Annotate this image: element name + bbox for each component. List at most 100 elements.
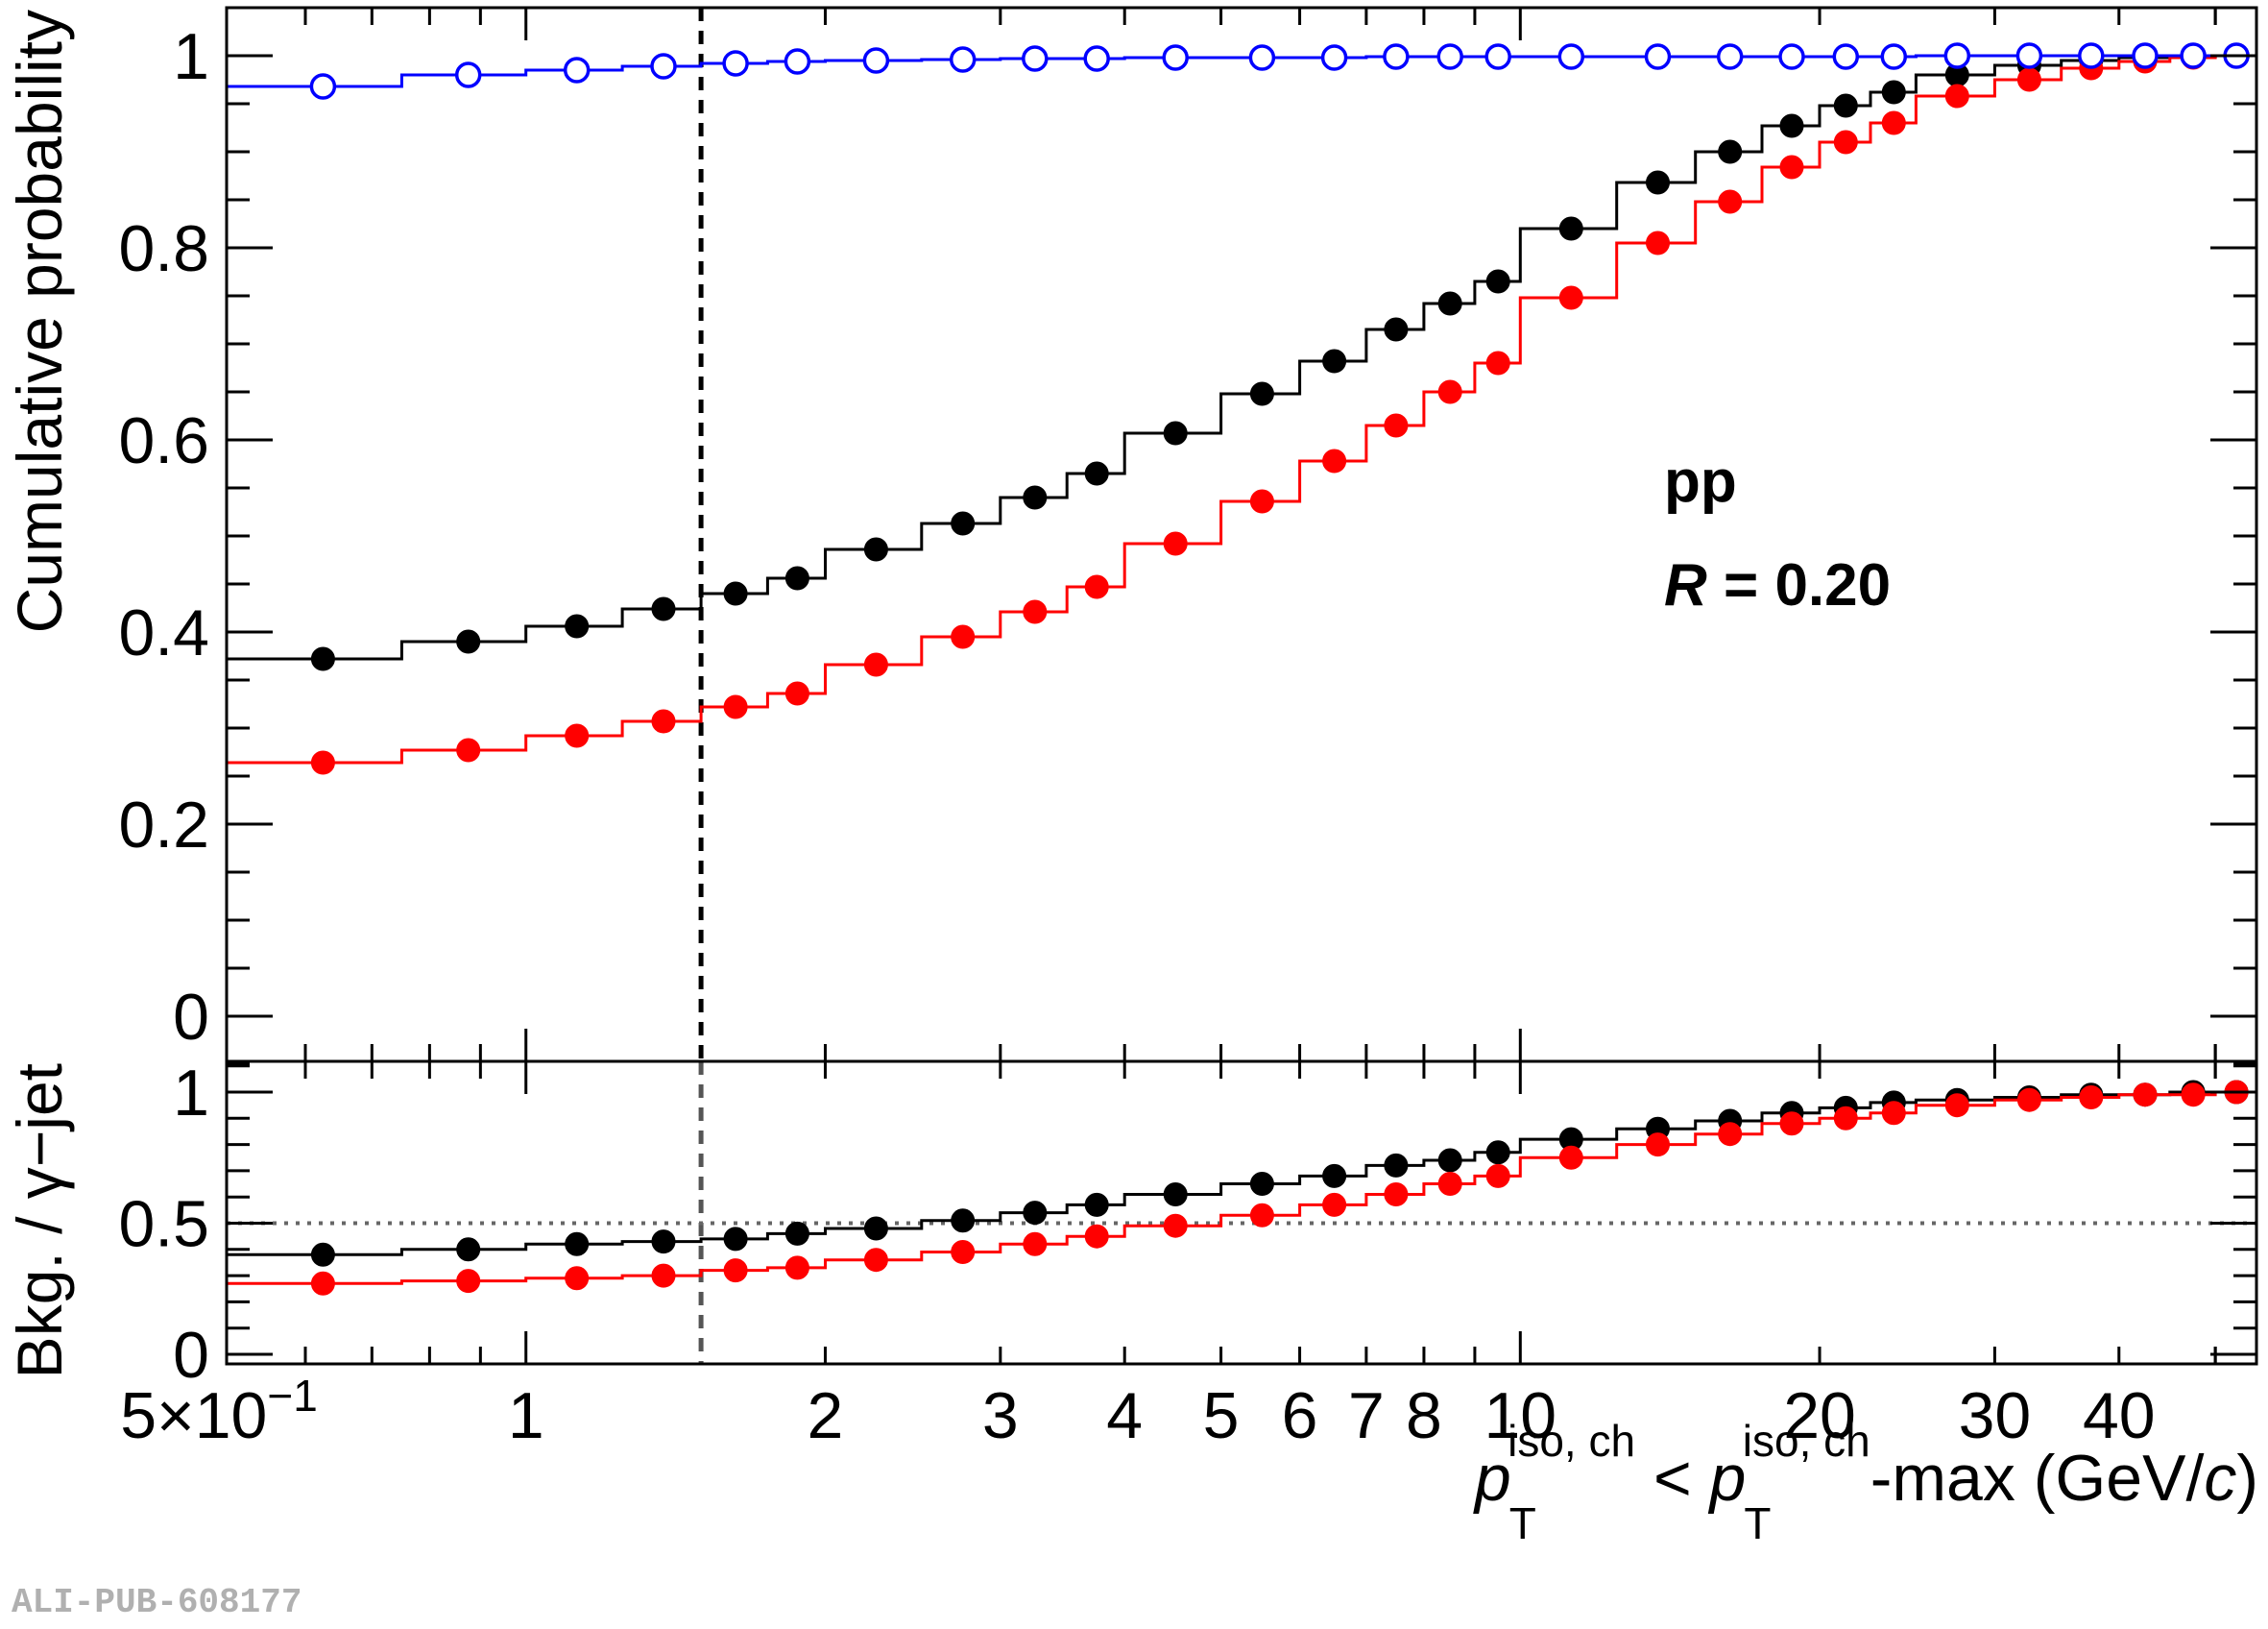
top-series-1-point xyxy=(1881,110,1906,135)
top-series-2-point xyxy=(650,53,677,80)
bottom-ytick-label: 0 xyxy=(173,1319,209,1392)
bottom-series-0-point xyxy=(1485,1140,1510,1165)
top-series-2-point xyxy=(1778,43,1805,70)
bottom-series-0-point xyxy=(1249,1172,1274,1196)
data-layer xyxy=(227,42,2256,1296)
bottom-series-1-point xyxy=(723,1258,748,1283)
top-series-1-line xyxy=(227,54,2256,765)
top-series-0-point xyxy=(1437,291,1462,316)
top-series-0-point xyxy=(310,646,335,671)
top-series-0-point xyxy=(1881,80,1906,105)
top-series-0-point xyxy=(863,537,888,562)
bottom-series-1-point xyxy=(863,1248,888,1273)
top-series-0-point xyxy=(651,596,676,621)
top-series-2-point xyxy=(784,48,811,75)
top-series-2-point xyxy=(563,57,591,84)
bottom-series-1-point xyxy=(1833,1106,1858,1131)
top-series-2-point xyxy=(1832,43,1860,70)
watermark: ALI-PUB-608177 xyxy=(12,1583,302,1622)
top-series-2-point xyxy=(1022,45,1049,72)
top-series-1-point xyxy=(565,723,590,748)
top-series-2-point xyxy=(1083,45,1110,72)
bottom-series-0-point xyxy=(951,1208,976,1233)
top-series-1-point xyxy=(1023,599,1048,624)
top-series-2-point xyxy=(309,73,337,100)
top-series-2-point xyxy=(1880,43,1908,70)
top-ytick-label: 0.4 xyxy=(118,596,209,669)
bottom-series-1-point xyxy=(1881,1101,1906,1126)
top-ytick-label: 1 xyxy=(173,20,209,93)
top-series-0-point xyxy=(1485,269,1510,294)
top-series-2-point xyxy=(1162,44,1189,71)
top-series-2-point xyxy=(949,46,977,73)
xtick-label: 7 xyxy=(1348,1379,1385,1452)
top-series-1-point xyxy=(723,694,748,719)
top-series-0-point xyxy=(1249,381,1274,406)
top-series-2-point xyxy=(722,50,749,77)
top-series-0-point xyxy=(1163,421,1188,446)
xtick-label: 3 xyxy=(982,1379,1019,1452)
bottom-series-0-point xyxy=(565,1231,590,1256)
bottom-series-1-point xyxy=(1779,1111,1804,1136)
top-series-2-point xyxy=(1320,44,1348,71)
top-series-2-point xyxy=(1716,43,1744,70)
top-series-1-point xyxy=(651,709,676,734)
bottom-series-0-point xyxy=(310,1242,335,1267)
bottom-series-0-point xyxy=(456,1237,481,1262)
bottom-series-0-line xyxy=(227,1090,2256,1256)
top-series-2-point xyxy=(862,47,890,74)
annotation-radius: R = 0.20 xyxy=(1664,552,1891,619)
bottom-series-0-point xyxy=(1084,1192,1109,1217)
bottom-series-1-point xyxy=(1558,1145,1583,1170)
bottom-ytick-label: 0.5 xyxy=(118,1188,209,1261)
xtick-label: 5 xyxy=(1203,1379,1240,1452)
top-series-1-point xyxy=(1833,130,1858,155)
top-series-2-point xyxy=(1383,43,1410,70)
top-ytick-label: 0.8 xyxy=(118,212,209,285)
top-series-0-point xyxy=(1558,216,1583,241)
bottom-series-1-point xyxy=(1163,1213,1188,1238)
bottom-series-1-point xyxy=(1485,1163,1510,1188)
bottom-series-1-line xyxy=(227,1090,2256,1285)
top-series-1-point xyxy=(1718,189,1743,214)
xtick-label: 40 xyxy=(2083,1379,2156,1452)
xlabel: p Tiso, ch < p Tiso, ch-max (GeV/c) xyxy=(1473,1416,2258,1548)
top-series-2-point xyxy=(1436,43,1463,70)
bottom-series-1-point xyxy=(565,1266,590,1291)
xtick-label: 6 xyxy=(1282,1379,1318,1452)
top-series-1-point xyxy=(951,624,976,649)
bottom-series-0-point xyxy=(863,1216,888,1241)
xtick-label: 8 xyxy=(1406,1379,1442,1452)
top-series-1-point xyxy=(1322,449,1347,474)
top-series-0-point xyxy=(1779,113,1804,138)
bottom-series-1-point xyxy=(784,1255,809,1280)
top-series-1-point xyxy=(2016,67,2041,92)
top-ytick-label: 0.6 xyxy=(118,404,209,477)
bottom-series-1-point xyxy=(1384,1182,1409,1206)
top-series-0-point xyxy=(565,614,590,639)
xtick-label: 1 xyxy=(508,1379,544,1452)
top-series-2-point xyxy=(2132,42,2159,69)
top-series-0-point xyxy=(1384,317,1409,342)
bottom-series-1-point xyxy=(2016,1087,2041,1112)
top-series-2-point xyxy=(454,61,482,88)
bottom-series-0-point xyxy=(784,1221,809,1246)
xtick-label: 30 xyxy=(1959,1379,2032,1452)
top-ytick-label: 0 xyxy=(173,981,209,1054)
top-series-0-point xyxy=(784,566,809,591)
top-series-0-point xyxy=(1023,485,1048,510)
annotation-system: pp xyxy=(1664,449,1737,515)
top-series-2-point xyxy=(1644,43,1672,70)
top-series-1-point xyxy=(1384,413,1409,438)
top-series-2-point xyxy=(1943,42,1971,69)
top-series-1-point xyxy=(1944,84,1969,109)
top-series-0-point xyxy=(951,511,976,536)
top-series-2-point xyxy=(2180,42,2207,69)
top-series-2-point xyxy=(1557,43,1585,70)
bottom-series-1-point xyxy=(651,1263,676,1288)
bottom-series-1-point xyxy=(1646,1132,1670,1157)
bottom-series-1-point xyxy=(456,1269,481,1294)
xtick-label: 5×10−1 xyxy=(120,1371,318,1452)
bottom-series-0-point xyxy=(723,1227,748,1252)
